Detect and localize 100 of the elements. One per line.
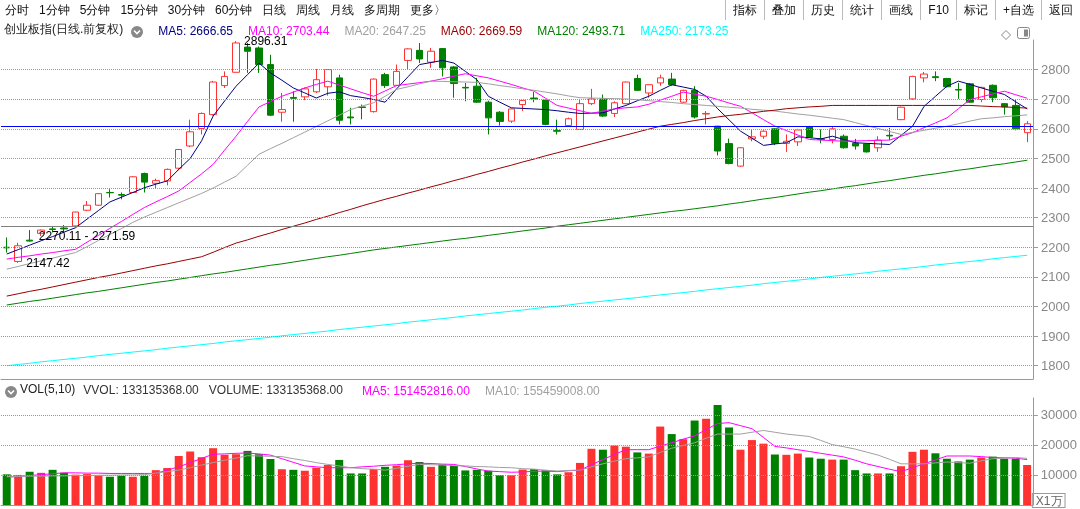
bar	[736, 449, 745, 505]
text: 标记	[955, 0, 995, 20]
bar	[392, 465, 401, 505]
bar	[37, 472, 46, 505]
bar	[71, 474, 80, 505]
bar	[128, 476, 137, 505]
bar	[105, 476, 114, 505]
text: 指标	[725, 0, 765, 20]
y-tick-label: 2300	[1041, 210, 1070, 226]
candlestick	[760, 129, 767, 140]
candlestick	[416, 42, 423, 64]
y-tick-label: 2400	[1041, 180, 1070, 196]
candlestick	[198, 112, 205, 135]
text: MA250: 2173.25	[640, 24, 729, 38]
bar	[656, 426, 665, 505]
candlestick	[519, 99, 526, 112]
candlestick	[278, 92, 286, 123]
bar	[713, 404, 722, 505]
y-tick-label: 1800	[1041, 358, 1070, 374]
candlestick	[152, 178, 160, 190]
bar	[358, 473, 367, 505]
bar	[633, 452, 642, 505]
bar	[621, 446, 630, 505]
bar	[484, 470, 493, 505]
y-tick-label: 1900	[1041, 328, 1070, 344]
bar	[186, 451, 195, 505]
bar	[828, 459, 837, 505]
text: 15分钟	[119, 2, 159, 19]
bar	[977, 457, 986, 505]
candlestick	[473, 77, 481, 104]
candlestick	[485, 100, 492, 135]
bar	[897, 466, 905, 505]
candlestick	[771, 127, 779, 146]
candlestick	[530, 91, 538, 103]
bar	[553, 474, 562, 505]
text: 日线	[261, 2, 288, 19]
bar	[495, 475, 504, 505]
bar	[48, 469, 57, 505]
bar	[530, 468, 539, 505]
bar	[426, 466, 435, 505]
bar	[289, 469, 298, 505]
candlestick	[1024, 120, 1031, 143]
y-tick-label: 30000	[1040, 407, 1078, 423]
bar	[702, 418, 711, 505]
y-tick-label: 10000	[1040, 467, 1078, 483]
y-tick-label: 2100	[1041, 269, 1070, 285]
candlestick	[83, 200, 91, 212]
candlestick	[95, 192, 102, 207]
text: 分时	[4, 2, 30, 19]
bar	[94, 475, 103, 505]
text: 1分钟	[38, 2, 71, 19]
bar	[60, 472, 69, 505]
candlestick	[232, 40, 240, 74]
bar	[518, 469, 527, 505]
bar	[1000, 458, 1009, 505]
candlestick	[255, 46, 263, 74]
candlestick	[588, 88, 595, 106]
candlestick	[324, 68, 332, 97]
candlestick	[668, 72, 676, 87]
bar	[369, 468, 378, 505]
bar	[747, 440, 756, 505]
text: 历史	[803, 0, 843, 20]
text: 60分钟	[214, 2, 254, 19]
candlestick	[221, 70, 228, 89]
y-tick-label: 20000	[1040, 437, 1078, 453]
bar	[163, 468, 172, 505]
bar	[919, 449, 928, 505]
text: 5分钟	[78, 2, 112, 19]
bar	[564, 472, 573, 505]
text: MA120: 2493.71	[537, 24, 626, 38]
bar	[965, 459, 974, 505]
bar	[209, 448, 218, 505]
text: 周线	[295, 2, 322, 19]
candlestick	[657, 74, 664, 87]
candlestick	[462, 82, 469, 102]
candlestick	[141, 172, 148, 193]
candlestick	[897, 106, 905, 121]
bar	[839, 459, 848, 505]
bar	[82, 474, 91, 505]
y-tick-label: 2200	[1041, 239, 1070, 255]
text: 更多〉	[409, 2, 448, 19]
candlestick	[886, 127, 893, 141]
bar	[2, 474, 11, 505]
candlestick	[186, 119, 194, 148]
candlestick	[852, 138, 859, 151]
candlestick	[72, 211, 79, 228]
bar	[908, 451, 917, 505]
bar	[381, 466, 390, 505]
chart-title: VOL(5,10)	[20, 382, 76, 396]
candlestick	[714, 125, 721, 156]
bar	[438, 464, 447, 505]
line-series	[6, 159, 1028, 306]
text: VOLUME: 133135368.00	[208, 383, 344, 397]
candlestick	[26, 229, 33, 243]
y-axis-title: X1万	[1035, 494, 1063, 508]
bar	[1023, 465, 1032, 505]
bar	[885, 473, 894, 505]
bar	[541, 470, 550, 505]
bar	[117, 475, 126, 505]
candlestick	[622, 80, 630, 105]
